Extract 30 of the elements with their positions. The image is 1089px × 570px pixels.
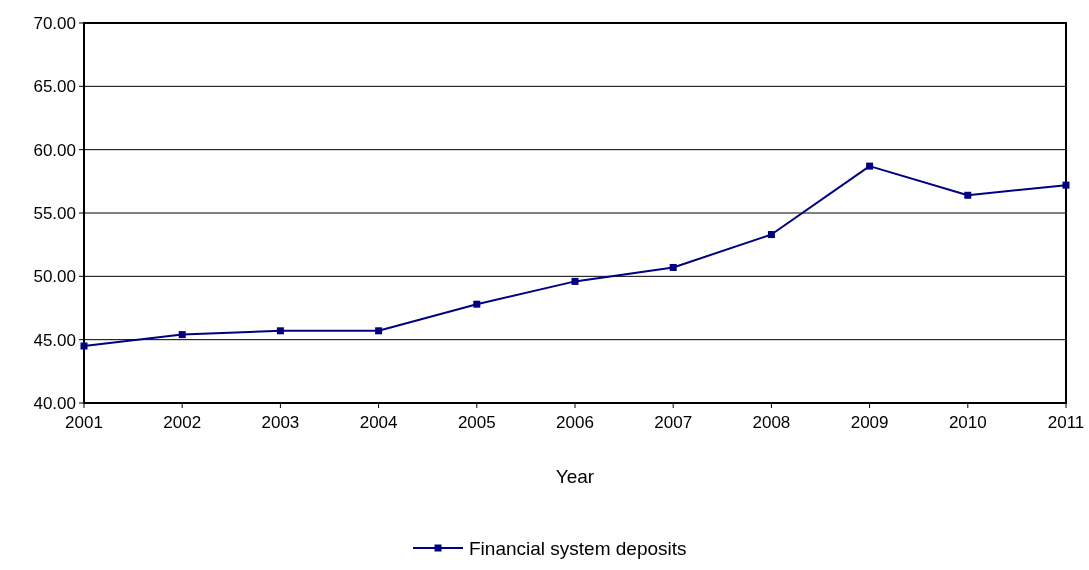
x-tick-label: 2009 xyxy=(850,413,889,432)
x-tick-label: 2007 xyxy=(654,413,693,432)
point xyxy=(964,191,972,199)
x-tick-label: 2004 xyxy=(359,413,398,432)
y-tick-label: 60.00 xyxy=(33,140,76,160)
point xyxy=(767,231,775,239)
legend-label: Financial system deposits xyxy=(469,537,687,559)
y-tick-label: 55.00 xyxy=(33,203,76,223)
point xyxy=(866,162,874,170)
x-tick-label: 2008 xyxy=(752,413,791,432)
x-tick-label: 2010 xyxy=(948,413,987,432)
point xyxy=(375,327,383,335)
x-tick-label: 2011 xyxy=(1047,413,1085,432)
x-tick-label: 2005 xyxy=(457,413,496,432)
y-tick-label: 65.00 xyxy=(33,77,76,97)
y-tick-label: 45.00 xyxy=(33,330,76,350)
point xyxy=(669,263,677,271)
x-axis-title: Year xyxy=(555,466,595,487)
point xyxy=(276,327,284,335)
x-tick-label: 2002 xyxy=(163,413,202,432)
y-tick-label: 40.00 xyxy=(33,393,76,413)
x-tick-label: 2006 xyxy=(556,413,594,432)
y-tick-label: 50.00 xyxy=(33,267,76,287)
y-tick-label: 70.00 xyxy=(33,13,76,33)
x-tick-label: 2001 xyxy=(65,413,103,432)
x-tick-label: 2003 xyxy=(261,413,300,432)
point xyxy=(1062,181,1070,189)
point xyxy=(473,300,481,308)
point xyxy=(178,331,186,339)
point xyxy=(571,277,579,285)
